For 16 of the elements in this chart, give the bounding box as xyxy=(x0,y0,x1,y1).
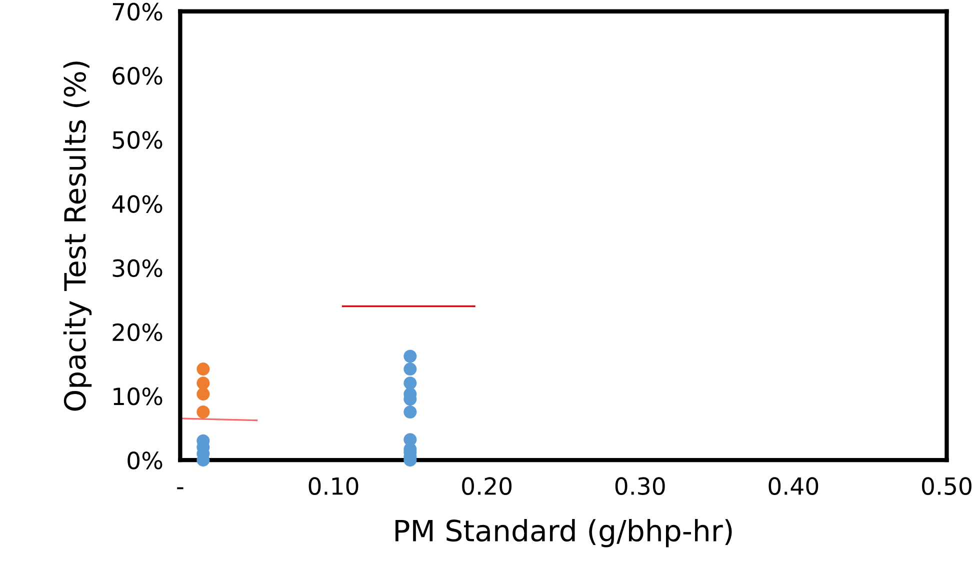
y-tick-label: 20% xyxy=(112,323,162,342)
y-tick-label: 30% xyxy=(112,259,162,278)
x-tick-label: - xyxy=(177,487,184,490)
y-tick-label: 70% xyxy=(112,2,162,21)
x-tick-label: 0.40 xyxy=(768,477,818,496)
y-tick-label: 10% xyxy=(114,387,162,406)
x-tick-label: 0.30 xyxy=(615,477,665,496)
x-tick-label: 0.10 xyxy=(308,477,358,496)
x-tick-label: 0.50 xyxy=(922,477,972,496)
x-tick-label: 0.20 xyxy=(462,477,512,496)
y-tick-label: 0% xyxy=(128,452,162,470)
y-tick-label: 60% xyxy=(112,66,162,85)
y-tick-label: 50% xyxy=(112,131,162,149)
y-axis-title: Opacity Test Results (%) xyxy=(63,62,92,411)
x-axis-title: PM Standard (g/bhp-hr) xyxy=(396,519,732,548)
y-tick-label: 40% xyxy=(112,195,162,213)
